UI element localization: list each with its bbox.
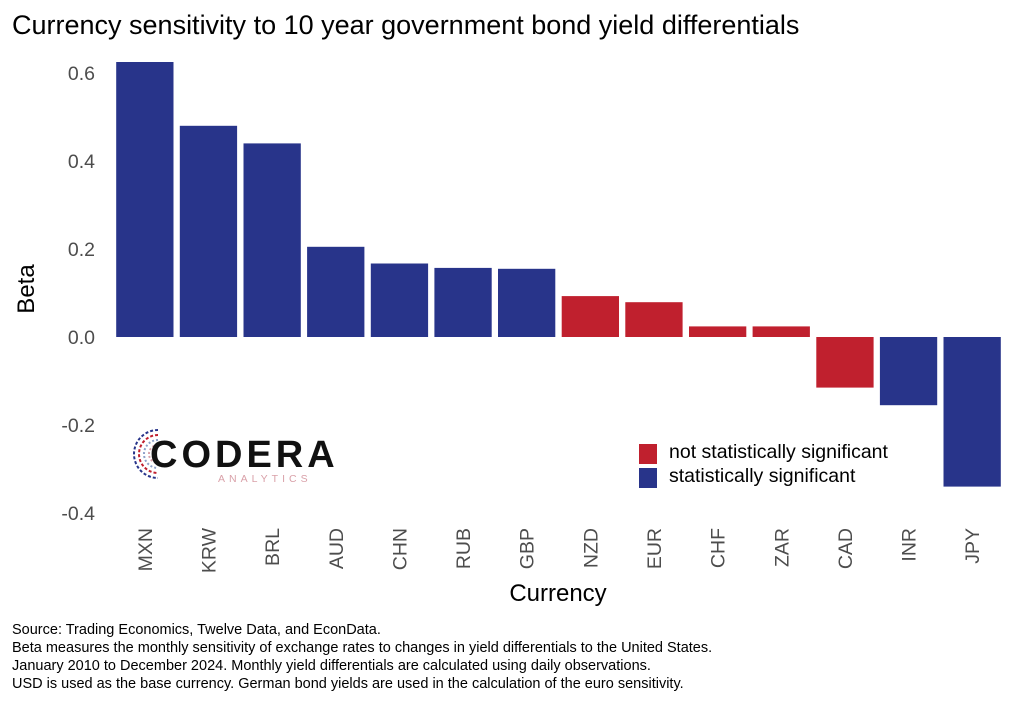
legend-item-significant: statistically significant (639, 465, 939, 490)
footnote-base: USD is used as the base currency. German… (12, 676, 684, 692)
legend: not statistically significant statistica… (639, 441, 939, 490)
bar-jpy (943, 337, 1001, 487)
x-tick-label-krw: KRW (199, 527, 221, 573)
legend-item-not-significant: not statistically significant (639, 441, 939, 466)
bar-rub (434, 267, 492, 337)
codera-logo: CODERA ANALYTICS (124, 420, 335, 490)
bar-gbp (498, 268, 556, 337)
x-tick-label-zar: ZAR (771, 528, 793, 567)
logo-subtitle: ANALYTICS (218, 473, 312, 485)
y-axis-title: Beta (13, 264, 40, 314)
y-tick-label: -0.2 (61, 415, 95, 437)
bar-chf (689, 326, 747, 337)
logo-mark-icon (133, 429, 159, 479)
x-tick-label-gbp: GBP (517, 528, 539, 569)
bar-brl (243, 143, 301, 337)
logo-wordmark: CODERA (150, 434, 339, 476)
y-tick-label: -0.4 (61, 503, 95, 525)
legend-label-not-significant: not statistically significant (669, 441, 888, 463)
x-tick-label-mxn: MXN (135, 528, 157, 571)
bar-krw (179, 125, 238, 337)
x-tick-label-jpy: JPY (962, 528, 984, 564)
x-tick-label-eur: EUR (644, 528, 666, 569)
x-tick-label-rub: RUB (453, 528, 475, 569)
x-tick-label-inr: INR (899, 528, 921, 562)
bar-nzd (561, 296, 619, 337)
chart-title: Currency sensitivity to 10 year governme… (12, 10, 800, 40)
legend-swatch-significant (639, 468, 657, 488)
bar-zar (752, 326, 810, 337)
bar-mxn (116, 62, 174, 337)
x-tick-label-aud: AUD (326, 528, 348, 569)
y-tick-label: 0.0 (68, 327, 95, 349)
bar-aud (307, 246, 365, 337)
y-tick-label: 0.6 (68, 63, 95, 85)
legend-swatch-not-significant (639, 444, 657, 464)
y-tick-label: 0.4 (68, 151, 95, 173)
footnote-period: January 2010 to December 2024. Monthly y… (12, 658, 651, 674)
footnote-source: Source: Trading Economics, Twelve Data, … (12, 622, 381, 638)
x-tick-label-cad: CAD (835, 528, 857, 569)
bar-inr (879, 337, 938, 406)
bar-cad (816, 337, 874, 388)
x-tick-label-chf: CHF (708, 528, 730, 568)
x-tick-label-brl: BRL (262, 528, 284, 566)
x-tick-label-chn: CHN (389, 528, 411, 570)
bar-eur (625, 302, 683, 337)
footnote-beta: Beta measures the monthly sensitivity of… (12, 640, 713, 656)
x-tick-label-nzd: NZD (580, 528, 602, 568)
y-tick-label: 0.2 (68, 239, 95, 261)
legend-label-significant: statistically significant (669, 465, 856, 487)
x-axis-title: Currency (509, 580, 606, 607)
bar-chn (370, 263, 429, 337)
footnotes: Source: Trading Economics, Twelve Data, … (12, 621, 712, 693)
